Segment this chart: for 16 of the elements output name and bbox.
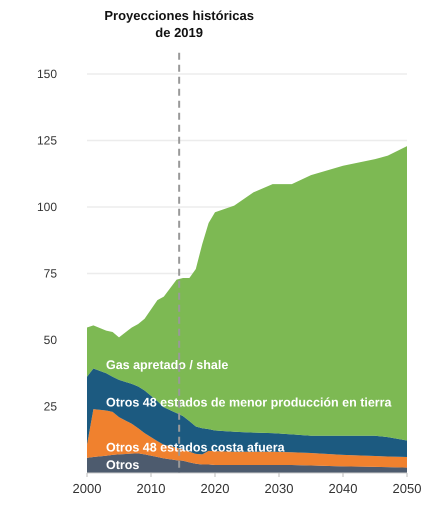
y-tick-label: 25 <box>44 399 58 414</box>
series-label: Otros 48 estados de menor producción en tierra <box>106 395 393 410</box>
x-tick-label: 2030 <box>264 481 294 496</box>
y-tick-label: 75 <box>44 266 58 280</box>
x-tick-label: 2020 <box>200 481 230 496</box>
series-label: Otros <box>106 458 140 472</box>
ref-line-label: Proyecciones históricas de 2019 <box>104 8 254 40</box>
x-tick-label: 2010 <box>136 481 166 496</box>
y-tick-label: 50 <box>44 332 58 347</box>
y-tick-label: 100 <box>36 200 58 214</box>
x-tick-label: 2000 <box>72 481 102 496</box>
series-label: Gas apretado / shale <box>106 358 228 372</box>
x-tick-label: 2040 <box>328 481 358 496</box>
y-tick-label: 150 <box>36 66 58 81</box>
y-tick-label: 125 <box>36 133 58 148</box>
x-tick-label: 2050 <box>392 481 422 496</box>
